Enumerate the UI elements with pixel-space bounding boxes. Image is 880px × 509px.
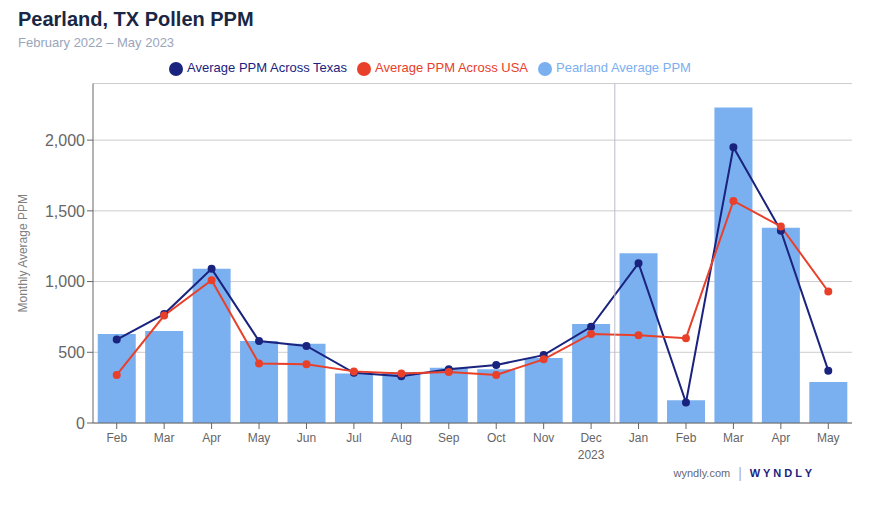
svg-text:Sep: Sep: [438, 431, 460, 445]
svg-text:1,000: 1,000: [45, 273, 85, 290]
html-text:wyndly.com: wyndly.com: [673, 467, 731, 479]
svg-text:Dec: Dec: [580, 431, 601, 445]
svg-text:Jun: Jun: [297, 431, 316, 445]
svg-text:Mar: Mar: [154, 431, 175, 445]
svg-text:2,000: 2,000: [45, 132, 85, 149]
svg-text:Oct: Oct: [487, 431, 506, 445]
svg-text:Feb: Feb: [106, 431, 127, 445]
svg-text:Aug: Aug: [391, 431, 412, 445]
html-text:February 2022 – May 2023: February 2022 – May 2023: [18, 35, 175, 50]
svg-text:0: 0: [76, 415, 85, 432]
svg-text:Jan: Jan: [629, 431, 648, 445]
svg-text:2023: 2023: [578, 448, 605, 462]
svg-text:Monthly Average PPM: Monthly Average PPM: [16, 194, 30, 313]
svg-text:May: May: [248, 431, 271, 445]
html-text:W Y N D L Y: W Y N D L Y: [749, 467, 812, 479]
html-text:Average PPM Across USA: Average PPM Across USA: [375, 60, 528, 75]
html-text:Pearland Average PPM: Pearland Average PPM: [556, 60, 691, 75]
svg-text:Feb: Feb: [676, 431, 697, 445]
svg-text:Mar: Mar: [723, 431, 744, 445]
html-text:Average PPM Across Texas: Average PPM Across Texas: [187, 60, 347, 75]
svg-text:1,500: 1,500: [45, 203, 85, 220]
svg-text:Nov: Nov: [533, 431, 554, 445]
svg-text:Apr: Apr: [772, 431, 791, 445]
svg-text:Apr: Apr: [202, 431, 221, 445]
svg-text:Jul: Jul: [346, 431, 361, 445]
svg-text:500: 500: [58, 344, 85, 361]
svg-text:May: May: [817, 431, 840, 445]
html-text:Pearland, TX Pollen PPM: Pearland, TX Pollen PPM: [18, 8, 254, 30]
